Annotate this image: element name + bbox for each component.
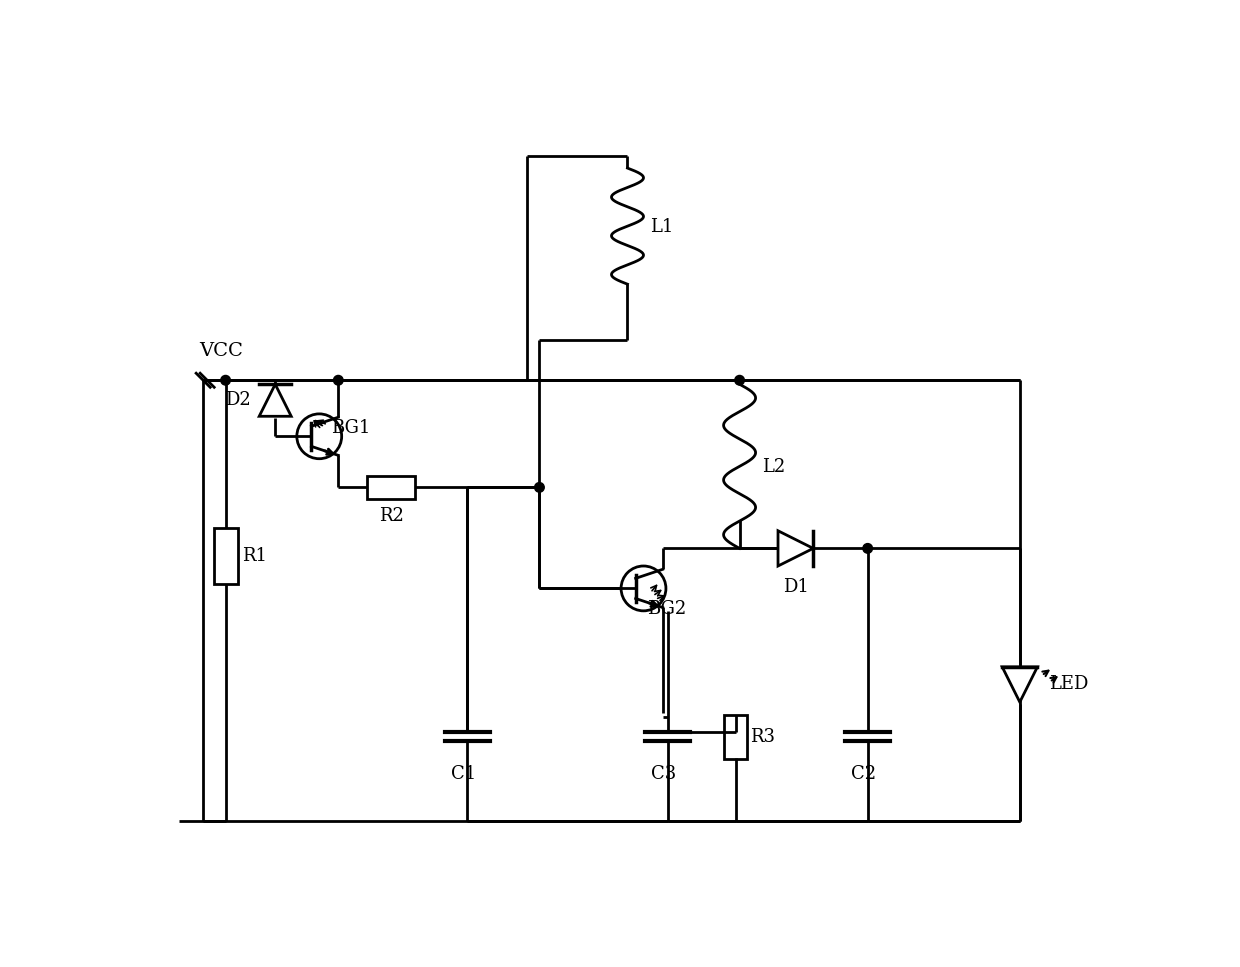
Circle shape [334,375,343,385]
Text: L2: L2 [763,457,785,476]
Text: R3: R3 [750,727,775,746]
Text: C1: C1 [450,765,476,782]
Text: C3: C3 [651,765,676,782]
Circle shape [221,375,231,385]
Circle shape [863,543,873,553]
Polygon shape [777,531,813,566]
Circle shape [735,375,744,385]
Bar [213,528,238,584]
Text: L1: L1 [650,218,673,236]
Text: VCC: VCC [200,342,243,361]
Text: C2: C2 [851,765,877,782]
Text: D1: D1 [782,578,808,596]
Circle shape [534,483,544,492]
Text: R1: R1 [242,547,267,566]
Polygon shape [259,384,291,416]
Bar [367,476,415,499]
Circle shape [296,414,342,458]
Text: LED: LED [1049,676,1089,693]
Text: R2: R2 [379,507,404,524]
Text: BG1: BG1 [331,420,371,437]
Circle shape [621,566,666,611]
Text: BG2: BG2 [647,601,687,619]
Bar [724,715,746,758]
Polygon shape [1002,667,1038,702]
Text: D2: D2 [226,392,252,409]
